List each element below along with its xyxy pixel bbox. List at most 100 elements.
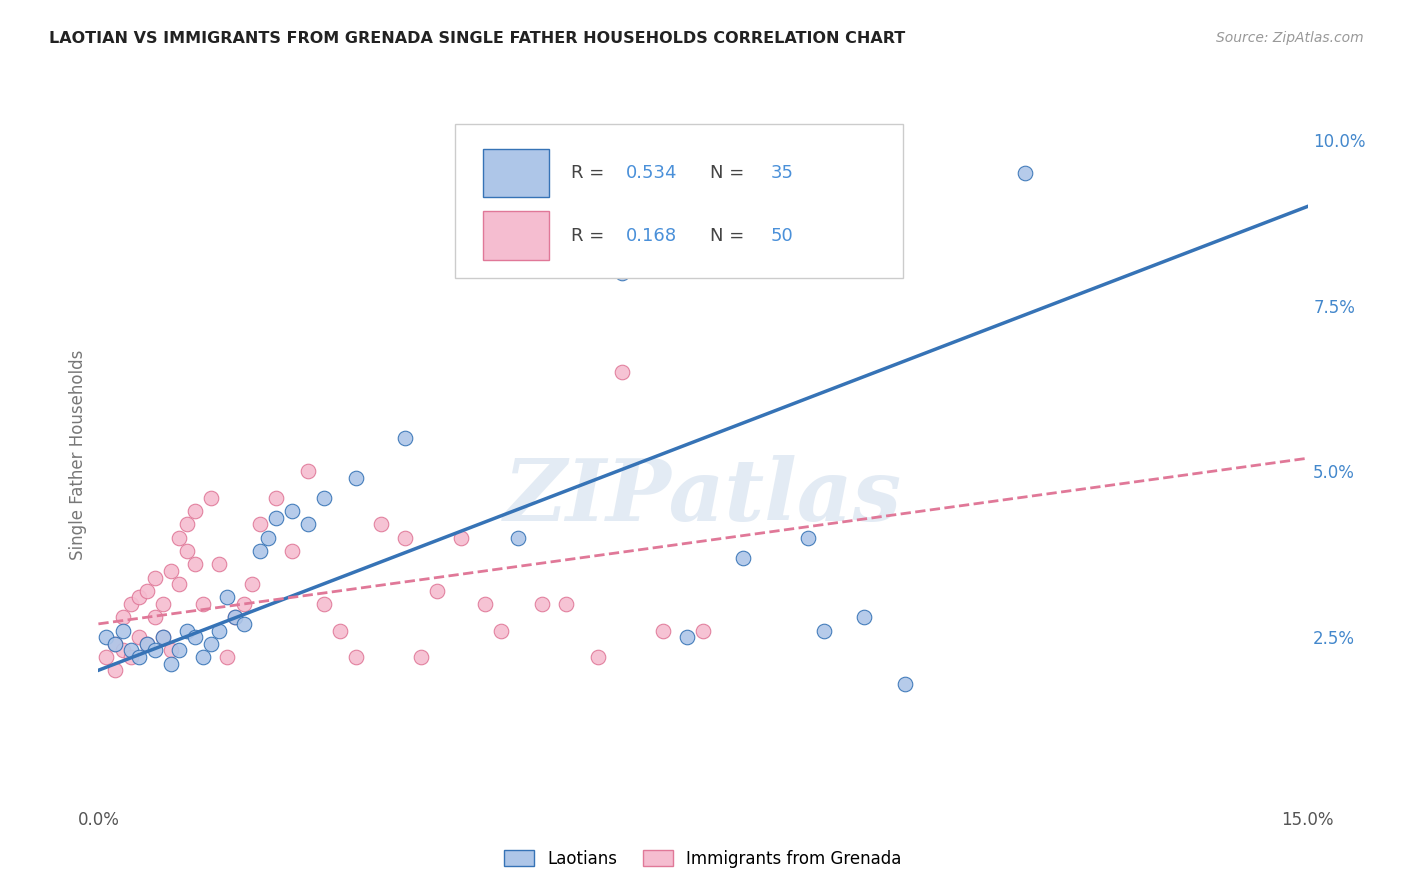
Text: 35: 35: [770, 164, 794, 182]
Point: [249, 517, 271, 532]
Point: [314, 491, 336, 505]
Point: [217, 591, 239, 605]
Point: [426, 583, 449, 598]
Point: [135, 583, 157, 598]
Point: [224, 610, 246, 624]
Point: [193, 597, 215, 611]
Point: [232, 597, 254, 611]
Point: [103, 637, 125, 651]
Point: [167, 643, 190, 657]
Point: [394, 531, 416, 545]
Point: [297, 517, 319, 532]
FancyBboxPatch shape: [456, 124, 903, 277]
Point: [160, 564, 183, 578]
Point: [264, 491, 287, 505]
Point: [135, 637, 157, 651]
Point: [111, 624, 134, 638]
Point: [103, 637, 125, 651]
Point: [160, 657, 183, 671]
Point: [184, 630, 207, 644]
Point: [491, 624, 513, 638]
Point: [281, 544, 304, 558]
Point: [120, 643, 142, 657]
Point: [370, 517, 392, 532]
Point: [152, 630, 174, 644]
Point: [676, 630, 699, 644]
Point: [692, 624, 714, 638]
Point: [96, 630, 118, 644]
Point: [128, 591, 150, 605]
Point: [240, 577, 263, 591]
Point: [200, 637, 222, 651]
Point: [208, 558, 231, 572]
Bar: [482, 211, 550, 260]
Point: [474, 597, 496, 611]
Point: [96, 650, 118, 665]
Point: [612, 365, 634, 379]
Text: R =: R =: [571, 227, 610, 244]
Point: [249, 544, 271, 558]
Point: [120, 597, 142, 611]
Text: 50: 50: [770, 227, 793, 244]
Point: [143, 610, 166, 624]
Legend: Laotians, Immigrants from Grenada: Laotians, Immigrants from Grenada: [498, 844, 908, 875]
Bar: [482, 149, 550, 197]
Point: [193, 650, 215, 665]
Point: [297, 465, 319, 479]
Point: [651, 624, 673, 638]
Text: N =: N =: [710, 227, 751, 244]
Point: [344, 471, 367, 485]
Point: [128, 650, 150, 665]
Point: [152, 597, 174, 611]
Point: [893, 676, 915, 690]
Point: [176, 624, 198, 638]
Text: 0.168: 0.168: [626, 227, 676, 244]
Point: [176, 544, 198, 558]
Point: [152, 630, 174, 644]
Point: [281, 504, 304, 518]
Text: Source: ZipAtlas.com: Source: ZipAtlas.com: [1216, 31, 1364, 45]
Point: [111, 643, 134, 657]
Point: [135, 637, 157, 651]
Text: 0.534: 0.534: [626, 164, 678, 182]
Point: [612, 266, 634, 280]
Point: [184, 504, 207, 518]
Point: [167, 531, 190, 545]
Point: [733, 550, 755, 565]
Point: [1014, 166, 1036, 180]
Point: [160, 643, 183, 657]
Point: [409, 650, 432, 665]
Point: [797, 531, 820, 545]
Point: [217, 650, 239, 665]
Point: [176, 517, 198, 532]
Point: [314, 597, 336, 611]
Text: N =: N =: [710, 164, 751, 182]
Point: [506, 531, 529, 545]
Point: [143, 643, 166, 657]
Point: [555, 597, 578, 611]
Point: [530, 597, 553, 611]
Point: [103, 663, 125, 677]
Point: [224, 610, 246, 624]
Point: [344, 650, 367, 665]
Point: [200, 491, 222, 505]
Point: [128, 630, 150, 644]
Point: [143, 570, 166, 584]
Point: [232, 616, 254, 631]
Point: [450, 531, 472, 545]
Point: [208, 624, 231, 638]
Text: R =: R =: [571, 164, 610, 182]
Point: [167, 577, 190, 591]
Text: ZIPatlas: ZIPatlas: [503, 455, 903, 539]
Point: [264, 511, 287, 525]
Point: [394, 431, 416, 445]
Point: [329, 624, 352, 638]
Point: [586, 650, 609, 665]
Text: LAOTIAN VS IMMIGRANTS FROM GRENADA SINGLE FATHER HOUSEHOLDS CORRELATION CHART: LAOTIAN VS IMMIGRANTS FROM GRENADA SINGL…: [49, 31, 905, 46]
Point: [120, 650, 142, 665]
Point: [853, 610, 876, 624]
Point: [813, 624, 835, 638]
Point: [256, 531, 278, 545]
Point: [184, 558, 207, 572]
Y-axis label: Single Father Households: Single Father Households: [69, 350, 87, 560]
